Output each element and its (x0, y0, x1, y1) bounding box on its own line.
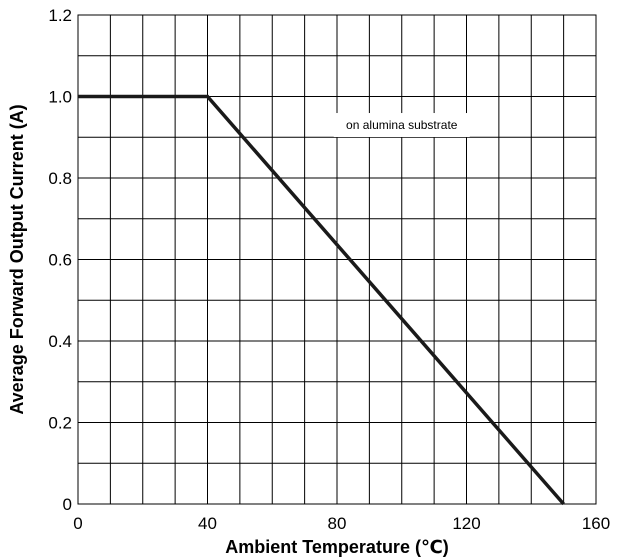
series-line (78, 94, 565, 506)
plot-frame (77, 14, 597, 505)
x-tick-label: 0 (73, 514, 82, 533)
x-tick-label: 160 (582, 514, 610, 533)
grid (78, 15, 596, 504)
y-tick-label: 1.2 (48, 6, 72, 25)
x-tick-labels: 0 40 80 120 160 (73, 514, 610, 533)
y-tick-label: 0.4 (48, 332, 72, 351)
x-tick-label: 120 (452, 514, 480, 533)
x-axis-title: Ambient Temperature (℃) (225, 537, 449, 557)
x-tick-label: 80 (328, 514, 347, 533)
x-tick-label: 40 (198, 514, 217, 533)
y-tick-label: 0.2 (48, 414, 72, 433)
y-tick-label: 0.6 (48, 251, 72, 270)
annotation-label: on alumina substrate (346, 118, 458, 132)
y-tick-labels: 0 0.2 0.4 0.6 0.8 1.0 1.2 (48, 6, 72, 514)
y-axis-title: Average Forward Output Current (A) (7, 104, 27, 414)
y-tick-label: 0 (63, 495, 72, 514)
annotation-background (333, 113, 470, 138)
y-tick-label: 0.8 (48, 169, 72, 188)
y-tick-label: 1.0 (48, 88, 72, 107)
series-layer (78, 94, 565, 506)
